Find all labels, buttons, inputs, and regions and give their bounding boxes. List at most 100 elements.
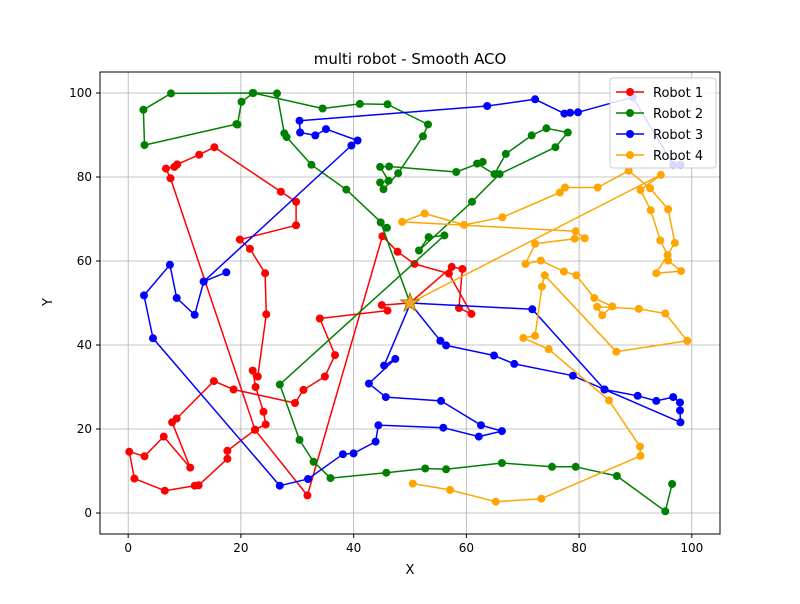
data-point: [439, 423, 448, 432]
data-point: [331, 351, 339, 360]
data-point: [251, 383, 260, 391]
data-point: [491, 497, 500, 506]
data-point: [566, 108, 575, 117]
data-point: [320, 372, 329, 381]
data-point: [160, 486, 169, 495]
data-point: [159, 432, 168, 441]
data-point: [501, 149, 510, 158]
data-point: [394, 169, 403, 178]
legend-label: Robot 4: [653, 149, 703, 164]
data-point: [536, 256, 545, 265]
data-point: [571, 227, 580, 236]
x-tick-label: 80: [571, 541, 586, 555]
data-point: [527, 131, 536, 140]
data-point: [223, 454, 232, 463]
legend-item: Robot 3: [616, 128, 703, 143]
data-point: [661, 507, 670, 516]
data-point: [424, 120, 432, 129]
series-line: [128, 146, 473, 497]
data-point: [275, 481, 284, 490]
data-point: [458, 265, 467, 273]
data-point: [528, 305, 537, 314]
data-point: [139, 105, 148, 114]
data-point: [612, 472, 621, 480]
y-tick-label: 0: [84, 506, 92, 520]
data-point: [676, 418, 685, 427]
data-point: [446, 485, 454, 494]
data-point: [382, 468, 391, 477]
data-point: [442, 341, 451, 350]
data-point: [229, 385, 238, 394]
data-point: [295, 435, 304, 444]
data-point: [170, 162, 179, 171]
data-point: [568, 371, 577, 380]
data-point: [661, 309, 670, 318]
data-point: [186, 463, 195, 472]
x-tick-label: 40: [346, 541, 361, 555]
data-point: [380, 361, 389, 370]
legend-label: Robot 3: [653, 128, 703, 143]
legend: Robot 1 Robot 2 Robot 3 Robot 4: [609, 77, 717, 169]
series-robot-4: [398, 166, 692, 506]
data-point: [498, 213, 507, 222]
legend-marker: [626, 88, 634, 96]
series-robot-1: [125, 143, 476, 500]
data-point: [580, 234, 589, 243]
data-point: [233, 120, 242, 129]
y-tick-label: 80: [77, 170, 92, 184]
data-point: [304, 475, 312, 483]
data-point: [551, 143, 560, 152]
data-point: [676, 398, 684, 407]
data-point: [683, 336, 692, 345]
data-point: [383, 306, 392, 315]
data-point: [421, 464, 430, 473]
data-point: [636, 186, 645, 194]
data-point: [291, 399, 299, 407]
data-point: [652, 269, 661, 278]
data-point: [322, 125, 330, 134]
data-point: [646, 184, 655, 193]
data-point: [437, 396, 445, 405]
data-point: [249, 89, 258, 97]
data-point: [561, 183, 569, 192]
data-point: [315, 314, 324, 323]
data-point: [140, 141, 149, 150]
data-point: [483, 102, 492, 110]
data-point: [391, 354, 400, 363]
data-point: [593, 183, 602, 192]
data-point: [419, 132, 427, 141]
data-point: [537, 282, 546, 291]
plot-area-frame: [99, 71, 721, 535]
data-point: [608, 302, 617, 311]
y-axis-label: Y: [41, 298, 56, 307]
data-point: [161, 164, 170, 173]
data-point: [295, 116, 304, 125]
depot-star-marker: [399, 291, 421, 313]
depot-layer: [399, 291, 421, 313]
data-point: [318, 104, 327, 113]
data-point: [497, 427, 506, 436]
x-tick-label: 60: [459, 541, 474, 555]
data-point: [307, 160, 316, 169]
data-point: [398, 217, 407, 226]
axes: 0 20 40 60 80 100 0 20 40 60 80 100: [69, 86, 703, 555]
chart-title: multi robot - Smooth ACO: [314, 50, 507, 68]
data-point: [572, 271, 581, 280]
legend-marker: [626, 151, 634, 159]
data-point: [299, 385, 308, 394]
data-point: [531, 239, 540, 248]
data-point: [393, 247, 402, 256]
data-point: [165, 260, 174, 269]
data-point: [376, 178, 385, 187]
data-point: [190, 310, 199, 319]
data-point: [374, 421, 383, 430]
data-point: [415, 246, 423, 255]
data-point: [364, 379, 373, 388]
x-axis-label: X: [406, 563, 415, 578]
data-point: [261, 420, 270, 429]
data-point: [167, 89, 175, 98]
legend-box: [609, 77, 717, 169]
data-point: [355, 99, 364, 108]
